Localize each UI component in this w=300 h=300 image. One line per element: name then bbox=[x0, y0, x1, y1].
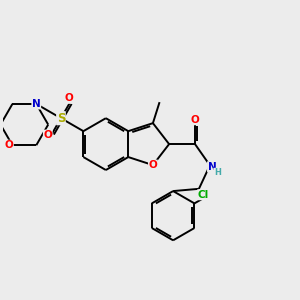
Text: N: N bbox=[32, 99, 40, 109]
Text: O: O bbox=[44, 130, 52, 140]
Text: S: S bbox=[57, 112, 65, 125]
Text: O: O bbox=[190, 115, 200, 125]
Text: H: H bbox=[214, 168, 221, 177]
Text: Cl: Cl bbox=[198, 190, 209, 200]
Text: O: O bbox=[65, 93, 74, 103]
Text: O: O bbox=[148, 160, 157, 170]
Text: O: O bbox=[4, 140, 13, 150]
Text: N: N bbox=[208, 162, 216, 172]
